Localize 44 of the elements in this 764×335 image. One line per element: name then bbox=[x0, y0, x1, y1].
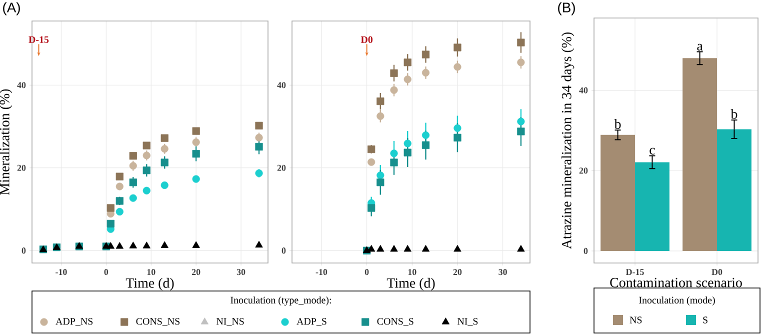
legend-label: ADP_NS bbox=[56, 318, 93, 326]
x-axis-title: Contamination scenario bbox=[610, 278, 742, 288]
annotation: c bbox=[650, 148, 655, 155]
legend-title: Inoculation (type_mode): bbox=[230, 296, 331, 306]
y-tick-label: 0 bbox=[584, 248, 588, 254]
legend-label: S bbox=[703, 316, 708, 324]
y-tick-label: 20 bbox=[17, 164, 26, 171]
annotation: D0 bbox=[360, 36, 373, 43]
chart-title: (B) bbox=[558, 2, 575, 16]
y-tick-label: 40 bbox=[17, 82, 26, 88]
y-axis-title: Mineralization (%) bbox=[0, 89, 12, 195]
annotation: b bbox=[614, 119, 621, 129]
x-tick-label: 30 bbox=[498, 269, 507, 276]
x-tick-label: 30 bbox=[236, 269, 246, 276]
legend-label: NS bbox=[630, 316, 642, 324]
x-tick-label: D0 bbox=[712, 269, 722, 276]
y-tick-label: 0 bbox=[22, 248, 26, 254]
x-tick-label: 0 bbox=[364, 269, 369, 276]
x-tick-label: 20 bbox=[453, 269, 462, 276]
x-tick-label: 20 bbox=[192, 269, 200, 276]
legend-label: ADP_S bbox=[296, 318, 326, 326]
legend-label: CONS_NS bbox=[136, 318, 180, 326]
y-tick-label: 20 bbox=[579, 168, 588, 174]
x-tick-label: 10 bbox=[408, 269, 416, 276]
x-tick-label: 0 bbox=[104, 269, 108, 276]
y-tick-label: 40 bbox=[579, 87, 588, 94]
annotation: a bbox=[697, 44, 703, 51]
y-tick-label: 0 bbox=[282, 248, 286, 254]
y-tick-label: 20 bbox=[277, 164, 286, 171]
y-tick-label: 40 bbox=[277, 82, 286, 88]
legend-label: NI_NS bbox=[216, 318, 244, 326]
annotation: D-15 bbox=[28, 36, 49, 43]
x-axis-title: Time (d) bbox=[386, 278, 435, 291]
y-axis-title: Atrazine mineralization in 34 days (%) bbox=[561, 32, 574, 249]
x-tick-label: D-15 bbox=[626, 269, 644, 276]
annotation: b bbox=[730, 109, 738, 119]
x-tick-label: 10 bbox=[147, 269, 156, 276]
chart-title: (A) bbox=[3, 2, 20, 16]
legend-label: NI_S bbox=[457, 318, 478, 326]
x-tick-label: -10 bbox=[56, 269, 67, 276]
legend-title: Inoculation (mode) bbox=[639, 296, 715, 306]
x-tick-label: -10 bbox=[316, 269, 328, 276]
x-axis-title: Time (d) bbox=[126, 278, 174, 291]
legend-label: CONS_S bbox=[377, 318, 414, 326]
